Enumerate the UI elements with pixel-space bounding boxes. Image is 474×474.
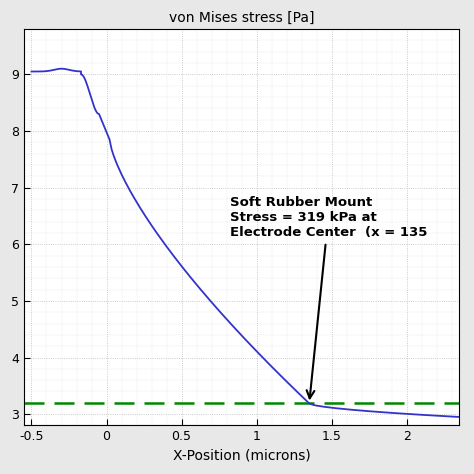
- Title: von Mises stress [Pa]: von Mises stress [Pa]: [169, 11, 314, 25]
- X-axis label: X-Position (microns): X-Position (microns): [173, 449, 310, 463]
- Text: Soft Rubber Mount
Stress = 319 kPa at
Electrode Center  (x = 135: Soft Rubber Mount Stress = 319 kPa at El…: [229, 196, 427, 398]
